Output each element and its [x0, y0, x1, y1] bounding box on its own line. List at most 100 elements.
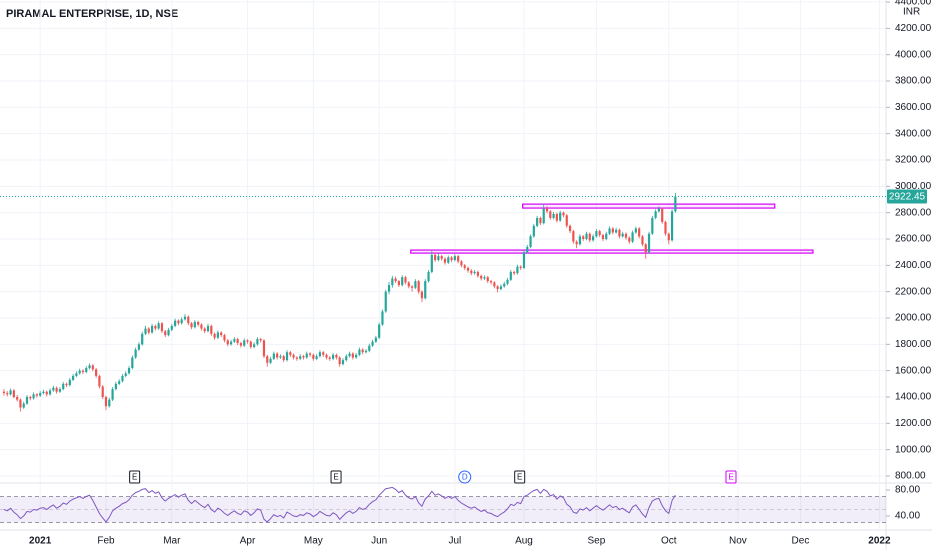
- candle-body: [32, 394, 35, 399]
- y-tick-label: 3400.00: [895, 128, 932, 139]
- candle-body: [338, 357, 341, 365]
- candle-body: [644, 244, 647, 253]
- event-marker: [129, 470, 141, 484]
- candle-body: [282, 356, 285, 361]
- candle-body: [450, 257, 453, 261]
- candle-body: [52, 387, 55, 391]
- candle-body: [516, 266, 519, 274]
- y-tick-label: 3800.00: [895, 76, 932, 87]
- candle-body: [322, 352, 325, 355]
- candle-body: [562, 212, 565, 216]
- candle-body: [272, 353, 275, 359]
- candle-body: [190, 323, 193, 328]
- candle-body: [127, 368, 131, 374]
- candle-body: [391, 278, 394, 286]
- candle-body: [249, 341, 252, 347]
- candle-body: [233, 339, 236, 342]
- candle-body: [157, 323, 160, 329]
- rsi-line: [3, 486, 676, 523]
- candle-body: [651, 217, 654, 234]
- candle-body: [417, 281, 420, 292]
- event-label: E: [517, 473, 522, 482]
- candle-body: [292, 354, 295, 358]
- candle-body: [351, 353, 354, 358]
- candle-body: [513, 271, 516, 274]
- candle-body: [506, 279, 509, 284]
- candle-body: [2, 391, 6, 394]
- candle-body: [206, 325, 210, 332]
- candle-body: [575, 241, 578, 245]
- candle-body: [361, 349, 364, 353]
- event-marker: [458, 470, 472, 484]
- candle-body: [12, 390, 15, 397]
- last-price-box: [887, 189, 927, 204]
- x-tick-label: Oct: [661, 536, 677, 547]
- candle-body: [364, 350, 368, 353]
- event-marker: [725, 470, 737, 484]
- candle-body: [374, 337, 377, 342]
- candle-body: [216, 332, 219, 338]
- candle-body: [226, 340, 229, 345]
- candle-body: [588, 233, 591, 241]
- x-tick-label: Dec: [792, 536, 810, 547]
- candle-body: [279, 356, 282, 358]
- candle-body: [29, 397, 32, 399]
- candle-body: [144, 328, 147, 334]
- candle-body: [486, 277, 489, 282]
- candle-body: [177, 320, 180, 324]
- candle-body: [45, 391, 48, 395]
- candle-body: [605, 233, 608, 239]
- candle-body: [95, 369, 98, 376]
- candle-body: [401, 277, 404, 286]
- candle-body: [443, 258, 447, 263]
- rsi-y-tick-label: 40.00: [895, 511, 920, 522]
- y-tick-label: 3200.00: [895, 155, 932, 166]
- candle-body: [108, 399, 111, 407]
- candle-body: [565, 215, 568, 226]
- candle-body: [624, 233, 628, 238]
- candle-body: [664, 221, 667, 234]
- candle-body: [618, 229, 621, 237]
- candle-body: [427, 271, 430, 282]
- candle-body: [147, 328, 150, 333]
- candle-body: [397, 281, 401, 286]
- candle-body: [384, 291, 387, 312]
- candle-body: [529, 236, 532, 247]
- x-tick-label: Nov: [729, 536, 747, 547]
- candle-body: [331, 354, 335, 359]
- last-price-label: 2922.45: [889, 192, 926, 203]
- candle-body: [628, 237, 631, 242]
- x-tick-label: Jul: [448, 536, 461, 547]
- candle-body: [150, 325, 154, 333]
- y-tick-label: 800.00: [895, 471, 926, 482]
- candle-body: [160, 323, 164, 332]
- candle-body: [131, 357, 134, 369]
- candle-body: [193, 321, 196, 328]
- candle-body: [404, 277, 407, 283]
- event-marker: [514, 470, 526, 484]
- candle-body: [81, 370, 85, 372]
- candle-body: [457, 256, 460, 262]
- candle-body: [526, 246, 529, 253]
- candle-body: [348, 353, 351, 357]
- candle-body: [25, 397, 29, 404]
- candle-body: [111, 389, 114, 400]
- candle-body: [335, 354, 338, 358]
- x-tick-label: Apr: [240, 536, 256, 547]
- candle-body: [183, 316, 187, 320]
- candle-body: [371, 341, 374, 346]
- candle-body: [154, 325, 157, 329]
- candle-body: [134, 349, 137, 358]
- candle-body: [430, 254, 433, 272]
- y-tick-label: 2800.00: [895, 207, 932, 218]
- candle-body: [657, 208, 661, 212]
- candle-body: [58, 389, 62, 392]
- candle-body: [295, 357, 298, 359]
- candle-body: [509, 271, 512, 280]
- candle-body: [503, 283, 506, 287]
- candle-body: [536, 217, 539, 226]
- candle-body: [220, 332, 223, 336]
- candle-body: [164, 331, 167, 336]
- candle-body: [661, 208, 664, 222]
- candles: [2, 192, 677, 412]
